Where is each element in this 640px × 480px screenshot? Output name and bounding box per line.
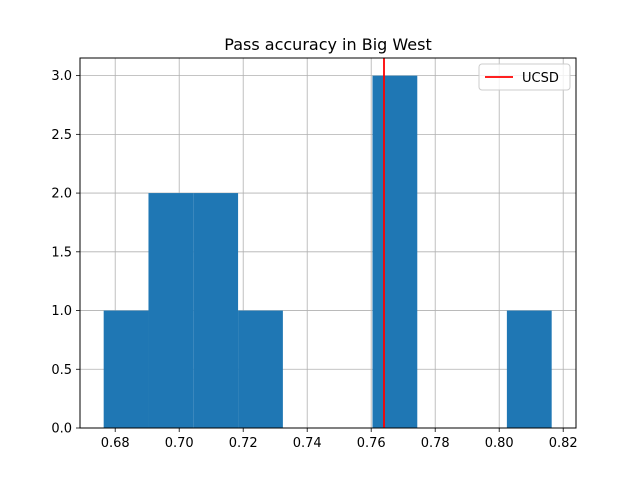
y-tick-label: 3.0: [51, 69, 72, 84]
histogram-bar: [238, 310, 283, 428]
x-tick-label: 0.72: [229, 436, 258, 451]
histogram-bar: [103, 310, 149, 428]
y-tick-label: 1.5: [51, 245, 72, 260]
histogram-bar: [372, 75, 418, 428]
y-axis: 0.0 0.5 1.0 1.5 2.0 2.5 3.0: [51, 69, 80, 437]
x-tick-label: 0.78: [421, 436, 450, 451]
y-tick-label: 2.0: [51, 187, 72, 202]
x-axis: 0.68 0.70 0.72 0.74 0.76 0.78 0.80 0.82: [101, 428, 578, 451]
legend-box: [478, 63, 571, 91]
legend-label-ucsd: UCSD: [522, 71, 559, 86]
y-tick-label: 0.0: [51, 422, 72, 437]
x-tick-label: 0.68: [101, 436, 130, 451]
histogram-bar: [148, 193, 194, 428]
histogram-bar: [506, 310, 552, 428]
plot-frame: [79, 57, 577, 429]
x-tick-label: 0.74: [293, 436, 322, 451]
x-tick-label: 0.80: [485, 436, 514, 451]
y-tick-label: 1.0: [51, 304, 72, 319]
chart-title: Pass accuracy in Big West: [224, 35, 431, 54]
x-tick-label: 0.82: [549, 436, 578, 451]
y-tick-label: 0.5: [51, 363, 72, 378]
x-tick-label: 0.70: [165, 436, 194, 451]
legend: UCSD: [478, 63, 571, 91]
histogram-bar: [193, 193, 239, 428]
y-tick-label: 2.5: [51, 128, 72, 143]
x-tick-label: 0.76: [357, 436, 386, 451]
histogram-bars: [103, 75, 552, 428]
